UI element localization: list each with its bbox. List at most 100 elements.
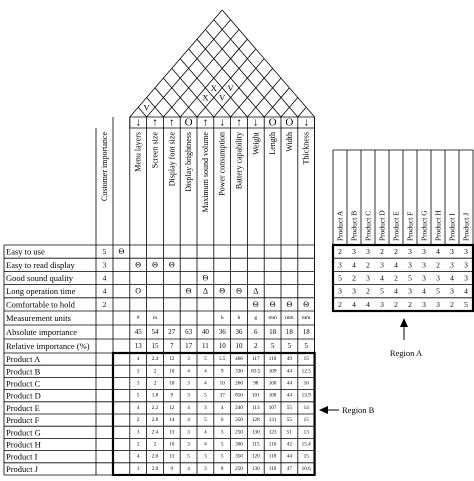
competitor-rating: 3 <box>366 247 370 256</box>
region-b-arrowhead <box>319 406 328 414</box>
competitor-rating: 2 <box>380 247 384 256</box>
competitor-rating: 3 <box>464 260 468 269</box>
competitor-rating: 4 <box>422 287 426 296</box>
footer-label: Relative importance (%) <box>6 341 90 351</box>
competitor-rating: 3 <box>464 247 468 256</box>
footer-value: 18 <box>269 328 277 336</box>
product-spec-value: 130 <box>252 466 260 472</box>
product-spec-value: 3 <box>204 466 207 472</box>
roof-correlation-mark: V <box>228 83 235 93</box>
product-spec-value: 2 <box>154 442 157 448</box>
product-spec-value: 4 <box>137 405 140 411</box>
relationship-symbol: Θ <box>253 300 259 309</box>
footer-value: 45 <box>135 328 143 336</box>
footer-value: 2 <box>254 342 258 350</box>
direction-mark: ↑ <box>152 117 158 129</box>
product-spec-value: 4 <box>204 368 207 374</box>
tech-char-label: Screen size <box>151 132 160 169</box>
product-spec-value: 10 <box>169 381 175 387</box>
product-spec-value: 5 <box>204 417 207 423</box>
product-spec-value: 9 <box>221 368 224 374</box>
footer-value: 36 <box>236 328 244 336</box>
product-spec-value: 12.5 <box>302 368 311 374</box>
competitor-header: Product D <box>378 210 387 241</box>
requirement-label: Long operation time <box>6 286 76 296</box>
footer-value: 63 <box>185 328 193 336</box>
roof-line <box>163 29 240 118</box>
relationship-symbol: Θ <box>236 287 242 296</box>
footer-value: 17 <box>185 342 193 350</box>
product-spec-value: 300 <box>235 442 243 448</box>
product-spec-value: 15.4 <box>302 442 311 448</box>
competitor-rating: 4 <box>380 274 384 283</box>
competitor-rating: 4 <box>450 274 454 283</box>
footer-value: in <box>153 315 158 321</box>
competitor-rating: 2 <box>338 247 342 256</box>
product-spec-value: 12 <box>169 405 175 411</box>
tech-char-label: Display font size <box>167 132 176 187</box>
product-spec-value: 110 <box>269 466 277 472</box>
roof-line <box>129 9 223 118</box>
product-spec-value: 3 <box>204 454 207 460</box>
product-spec-value: 108 <box>269 393 277 399</box>
footer-value: 6 <box>254 328 258 336</box>
product-spec-value: 107 <box>269 405 277 411</box>
relationship-symbol: Θ <box>119 247 125 256</box>
product-spec-value: 10 <box>169 442 175 448</box>
competitor-rating: 2 <box>450 300 454 309</box>
footer-value: 18 <box>286 328 294 336</box>
competitor-rating: 3 <box>380 260 384 269</box>
product-spec-value: 466 <box>235 356 243 362</box>
competitor-header: Product A <box>336 210 345 241</box>
product-spec-value: 83.5 <box>251 368 260 374</box>
product-spec-value: 131 <box>269 417 277 423</box>
competitor-rating: 3 <box>450 260 454 269</box>
footer-value: 10 <box>219 342 227 350</box>
product-label: Product D <box>6 391 41 401</box>
product-spec-value: 120 <box>252 454 260 460</box>
competitor-rating: 3 <box>422 247 426 256</box>
product-spec-value: 5 <box>137 393 140 399</box>
competitor-header: Product F <box>406 212 415 241</box>
competitor-rating: 3 <box>464 274 468 283</box>
tech-char-label: Width <box>285 132 294 152</box>
footer-value: 5 <box>271 342 275 350</box>
product-spec-value: 44 <box>287 368 293 374</box>
competitor-rating: 4 <box>366 300 370 309</box>
competitor-rating: 2 <box>436 260 440 269</box>
product-spec-value: 350 <box>235 417 243 423</box>
footer-value: 36 <box>219 328 227 336</box>
competitor-rating: 3 <box>436 274 440 283</box>
product-spec-value: 9 <box>171 393 174 399</box>
relationship-symbol: Θ <box>287 300 293 309</box>
relationship-symbol: Θ <box>152 260 158 269</box>
direction-mark: ↓ <box>303 117 309 129</box>
competitor-rating: 3 <box>408 287 412 296</box>
relationship-symbol: Θ <box>135 260 141 269</box>
product-spec-value: 115 <box>252 442 260 448</box>
region-a-box <box>331 243 474 313</box>
competitor-rating: 3 <box>408 247 412 256</box>
product-spec-value: 100 <box>269 381 277 387</box>
product-spec-value: 250 <box>235 466 243 472</box>
requirement-label: Comfortable to hold <box>6 299 76 309</box>
relationship-symbol: Δ <box>253 287 258 296</box>
product-spec-value: 2 <box>154 381 157 387</box>
product-spec-value: 10 <box>169 368 175 374</box>
roof-line <box>196 38 265 118</box>
direction-mark: ↓ <box>253 117 259 129</box>
footer-value: 13 <box>135 342 143 350</box>
product-label: Product G <box>6 427 41 437</box>
competitor-header: Product H <box>434 210 443 241</box>
direction-mark: ↑ <box>236 117 242 129</box>
competitor-rating: 4 <box>394 287 398 296</box>
product-spec-value: 2.2 <box>152 405 159 411</box>
product-spec-value: 14 <box>169 417 175 423</box>
competitor-rating: 3 <box>408 260 412 269</box>
direction-mark: ↓ <box>219 117 225 129</box>
competitor-rating: 3 <box>352 247 356 256</box>
competitor-rating: 4 <box>352 300 356 309</box>
competitor-rating: 2 <box>394 274 398 283</box>
product-spec-value: 15 <box>304 417 310 423</box>
